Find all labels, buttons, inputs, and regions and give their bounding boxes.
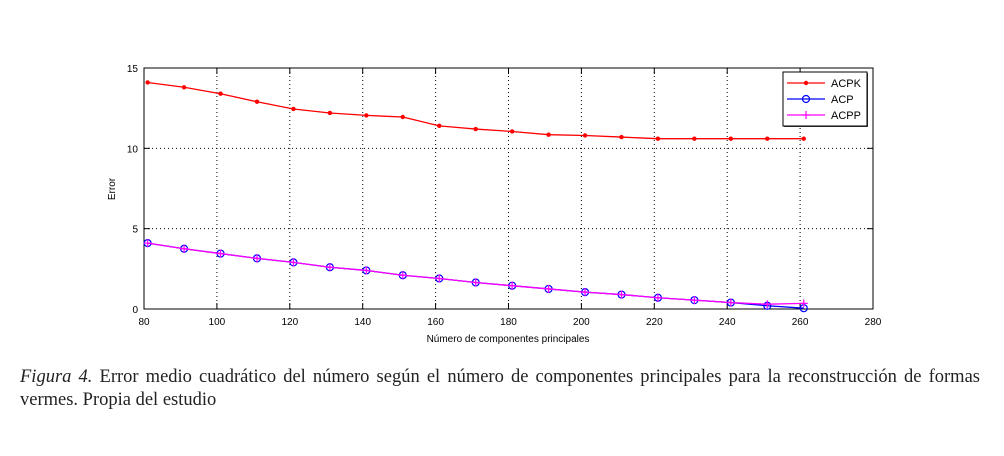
- dot-marker: [181, 85, 187, 90]
- y-tick-label: 10: [127, 144, 139, 155]
- x-tick-label: 80: [138, 317, 150, 328]
- figure-caption: Figura 4. Error medio cuadrático del núm…: [20, 366, 980, 412]
- dot-marker: [619, 134, 624, 140]
- y-tick-label: 0: [132, 305, 138, 316]
- grid-lines: [144, 68, 873, 309]
- x-tick-label: 140: [354, 317, 371, 328]
- x-tick-label: 180: [500, 317, 517, 328]
- dot-marker: [803, 80, 809, 86]
- x-tick-label: 160: [427, 317, 444, 328]
- dot-marker: [655, 136, 661, 141]
- legend-label: ACP: [831, 94, 854, 106]
- legend-item-acpk: ACPK: [787, 78, 862, 90]
- series-acpk: [145, 80, 806, 141]
- dot-marker: [291, 106, 296, 112]
- y-tick-label: 15: [127, 64, 139, 75]
- dot-marker: [327, 110, 333, 116]
- series-line: [147, 242, 804, 305]
- dot-marker: [801, 136, 806, 141]
- legend-label: ACPK: [831, 78, 862, 90]
- dot-marker: [437, 123, 442, 129]
- circle-marker: [801, 94, 811, 104]
- dot-marker: [765, 136, 770, 141]
- dot-marker: [728, 136, 734, 141]
- dot-marker: [218, 91, 223, 96]
- dot-marker: [400, 114, 405, 120]
- series-acpp: [143, 239, 808, 309]
- caption-text: Error medio cuadrático del número según …: [20, 367, 980, 410]
- y-axis-label: Error: [107, 177, 118, 200]
- x-tick-label: 280: [865, 317, 882, 328]
- line-chart: 80 100 120 140 160 180 200 220 240 260 280 0 5 10 15 N…: [107, 64, 882, 345]
- dot-marker: [692, 136, 697, 141]
- x-tick-label: 260: [792, 317, 809, 328]
- x-axis-label: Número de componentes principales: [427, 334, 590, 345]
- legend-item-acp: ACP: [787, 94, 854, 106]
- x-tick-label: 220: [646, 317, 663, 328]
- dot-marker: [254, 99, 260, 104]
- data-series: [143, 80, 808, 313]
- dot-marker: [364, 113, 369, 118]
- dot-marker: [473, 126, 478, 132]
- legend-label: ACPP: [831, 110, 861, 122]
- series-line: [147, 242, 804, 309]
- legend: ACPK ACP ACPP: [782, 71, 868, 127]
- legend-item-acpp: ACPP: [787, 110, 861, 122]
- x-tick-label: 100: [209, 317, 226, 328]
- dot-marker: [145, 80, 150, 85]
- x-tick-label: 200: [573, 317, 590, 328]
- dot-marker: [546, 132, 551, 137]
- x-tick-label: 120: [281, 317, 298, 328]
- dot-marker: [582, 133, 588, 138]
- dot-marker: [509, 129, 515, 134]
- axis-ticks: 80 100 120 140 160 180 200 220 240 260 280 0 5 10 15: [127, 64, 882, 328]
- figure-label: Figura 4.: [20, 367, 93, 387]
- y-tick-label: 5: [132, 225, 138, 236]
- x-tick-label: 240: [719, 317, 736, 328]
